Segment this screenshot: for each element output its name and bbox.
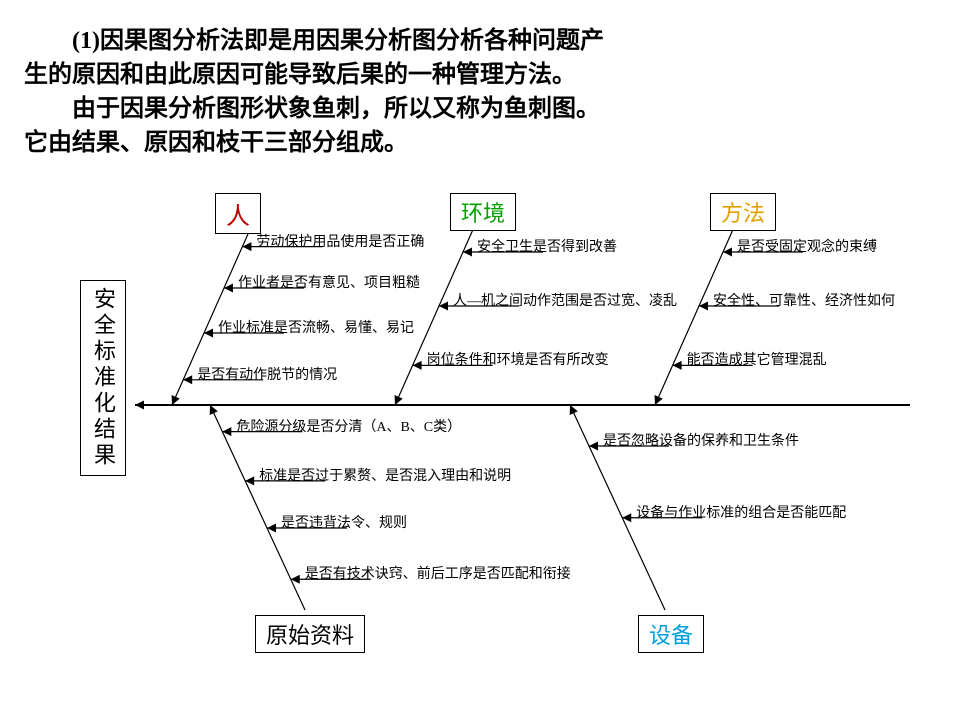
para-line: (1)因果图分析法即是用因果分析图分析各种问题产 xyxy=(24,24,936,58)
cause-label: 是否忽略设备的保养和卫生条件 xyxy=(603,430,799,450)
cause-label: 劳动保护用品使用是否正确 xyxy=(256,231,424,251)
cause-label: 是否有动作脱节的情况 xyxy=(197,364,337,384)
para-line: 它由结果、原因和枝干三部分组成。 xyxy=(24,126,936,160)
fishbone-svg xyxy=(80,190,960,660)
cause-label: 标准是否过于累赘、是否混入理由和说明 xyxy=(259,465,511,485)
cause-label: 作业者是否有意见、项目粗糙 xyxy=(238,272,420,292)
fishbone-diagram: 安全标准化结果 人劳动保护用品使用是否正确作业者是否有意见、项目粗糙作业标准是否流… xyxy=(80,190,960,660)
category-box-method: 方法 xyxy=(710,193,776,231)
result-box: 安全标准化结果 xyxy=(80,280,126,476)
category-box-equip: 设备 xyxy=(638,615,704,653)
para-line: 生的原因和由此原因可能导致后果的一种管理方法。 xyxy=(24,58,936,92)
cause-label: 设备与作业标准的组合是否能匹配 xyxy=(636,502,846,522)
cause-label: 是否有技术诀窍、前后工序是否匹配和衔接 xyxy=(305,563,571,583)
cause-label: 岗位条件和环境是否有所改变 xyxy=(427,349,609,369)
cause-label: 安全性、可靠性、经济性如何 xyxy=(713,290,895,310)
cause-label: 是否违背法令、规则 xyxy=(281,512,407,532)
intro-paragraph: (1)因果图分析法即是用因果分析图分析各种问题产 生的原因和由此原因可能导致后果… xyxy=(24,24,936,160)
cause-label: 作业标准是否流畅、易懂、易记 xyxy=(218,317,414,337)
cause-label: 安全卫生是否得到改善 xyxy=(477,236,617,256)
para-line: 由于因果分析图形状象鱼刺，所以又称为鱼刺图。 xyxy=(24,92,936,126)
category-box-env: 环境 xyxy=(450,193,516,231)
category-box-material: 原始资料 xyxy=(255,615,365,653)
cause-label: 人—机之间动作范围是否过宽、凌乱 xyxy=(453,290,677,310)
cause-label: 能否造成其它管理混乱 xyxy=(687,349,827,369)
cause-label: 是否受固定观念的束缚 xyxy=(737,236,877,256)
category-box-person: 人 xyxy=(215,193,261,234)
cause-label: 危险源分级是否分清（A、B、C类） xyxy=(236,416,461,436)
